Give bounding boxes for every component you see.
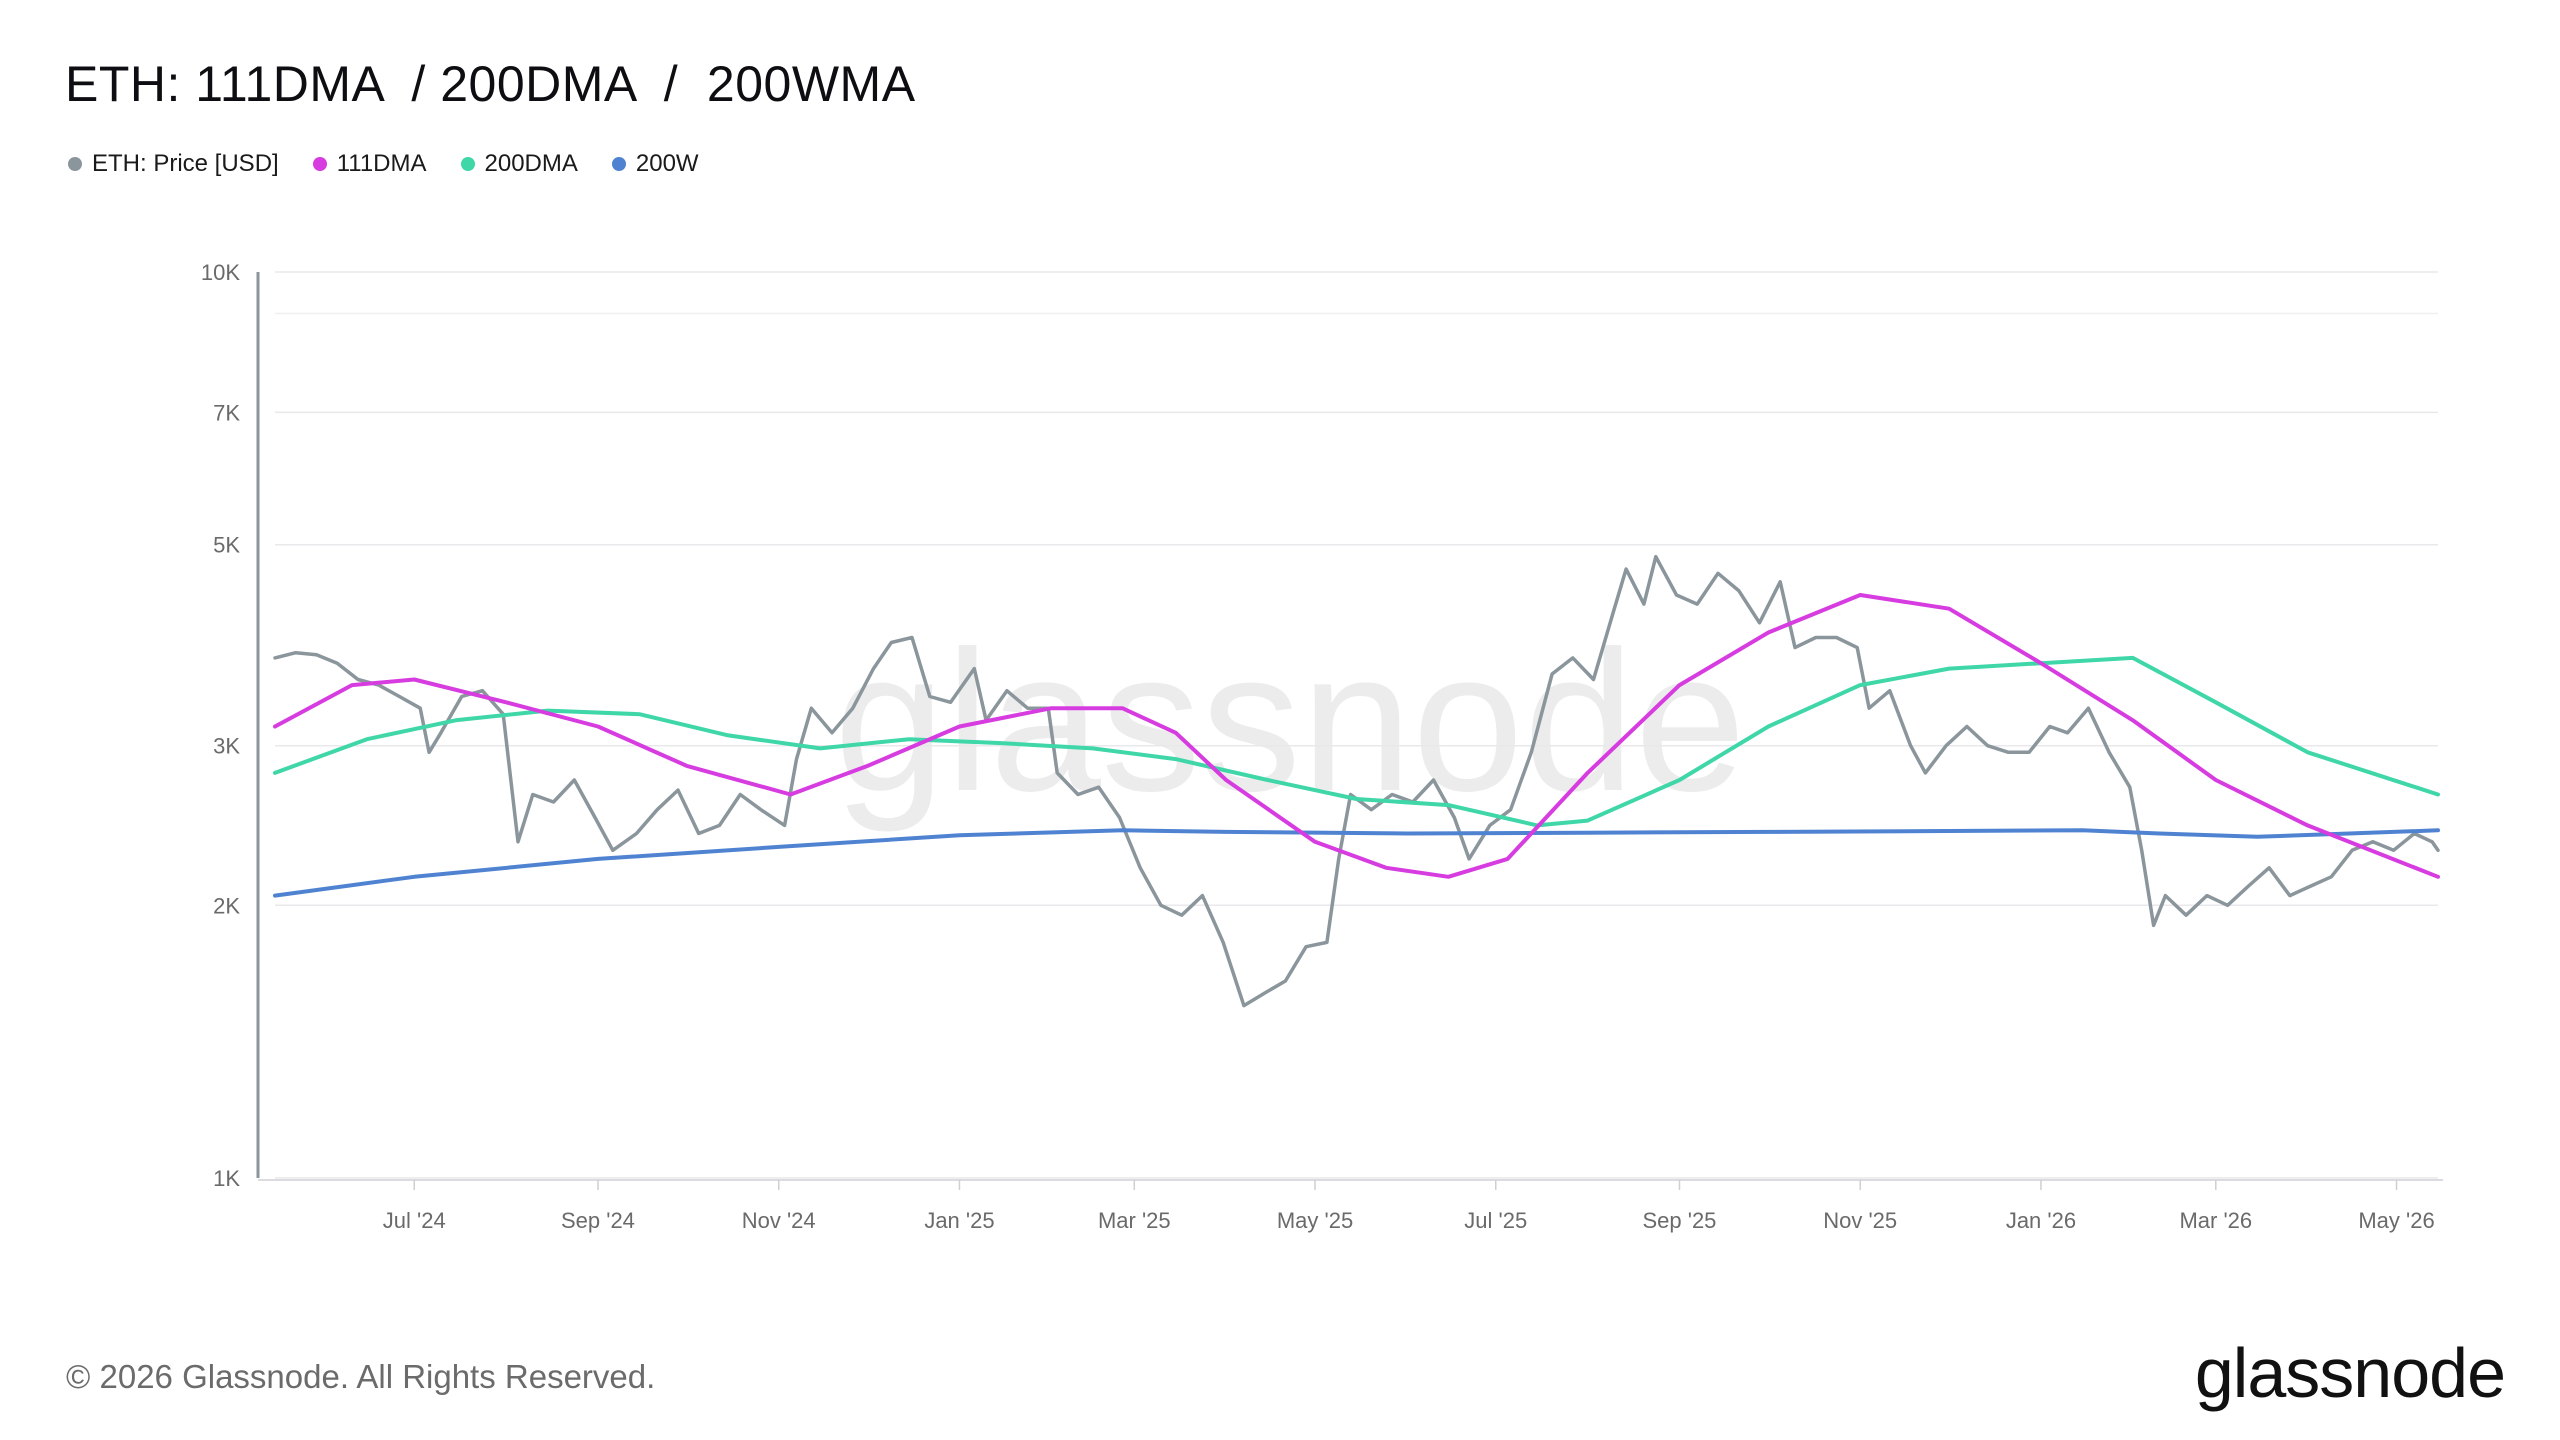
y-tick-label: 1K — [213, 1166, 240, 1191]
series-line-eth-price-usd — [273, 554, 2440, 1008]
x-tick-label: Nov '25 — [1823, 1208, 1897, 1233]
legend-label-111dma: 111DMA — [336, 150, 427, 177]
x-tick-label: Mar '26 — [2179, 1208, 2252, 1233]
y-tick-label: 7K — [213, 400, 240, 425]
watermark-text: glassnode — [834, 610, 1746, 833]
axes: 1K 2K 3K 5K 7K 10K Jul '24 Sep '24 Nov '24 Jan '2… — [201, 260, 2443, 1233]
legend-marker-200dma — [460, 157, 475, 171]
x-tick-label: Jul '25 — [1464, 1208, 1527, 1233]
legend-item-200dma[interactable]: 200DMA — [460, 150, 578, 178]
x-tick-label: Nov '24 — [742, 1208, 816, 1233]
x-tick-label: May '26 — [2358, 1208, 2434, 1233]
chart-legend: ETH: Price [USD] 111DMA 200DMA 200W — [68, 150, 699, 178]
brand-logo: glassnode — [2194, 1334, 2506, 1412]
legend-item-111dma[interactable]: 111DMA — [312, 150, 427, 178]
legend-label-200w: 200W — [635, 150, 699, 177]
y-tick-label: 10K — [201, 260, 240, 285]
legend-item-price[interactable]: ETH: Price [USD] — [68, 150, 279, 178]
legend-marker-111dma — [312, 157, 327, 171]
legend-item-200w[interactable]: 200W — [611, 150, 699, 178]
series-lines — [273, 554, 2440, 1008]
legend-marker-price — [68, 157, 82, 171]
x-tick-label: Mar '25 — [1098, 1208, 1171, 1233]
x-tick-label: Jul '24 — [383, 1208, 446, 1233]
series-line-111dma — [273, 593, 2440, 879]
x-tick-label: Jan '25 — [924, 1208, 994, 1233]
series-line-200w — [273, 828, 2440, 898]
x-tick-label: Sep '24 — [561, 1208, 635, 1233]
y-tick-label: 2K — [213, 893, 240, 918]
y-tick-label: 5K — [213, 533, 240, 558]
legend-marker-200w — [611, 157, 626, 171]
x-tick-label: Sep '25 — [1642, 1208, 1716, 1233]
copyright-text: © 2026 Glassnode. All Rights Reserved. — [66, 1358, 656, 1395]
x-tick-label: Jan '26 — [2006, 1208, 2076, 1233]
legend-label-price: ETH: Price [USD] — [92, 150, 279, 177]
grid-lines — [275, 271, 2438, 1179]
legend-label-200dma: 200DMA — [484, 150, 578, 177]
x-tick-label: May '25 — [1277, 1208, 1353, 1233]
chart-title: ETH: 111DMA / 200DMA / 200WMA — [65, 56, 916, 112]
y-tick-label: 3K — [213, 734, 240, 759]
